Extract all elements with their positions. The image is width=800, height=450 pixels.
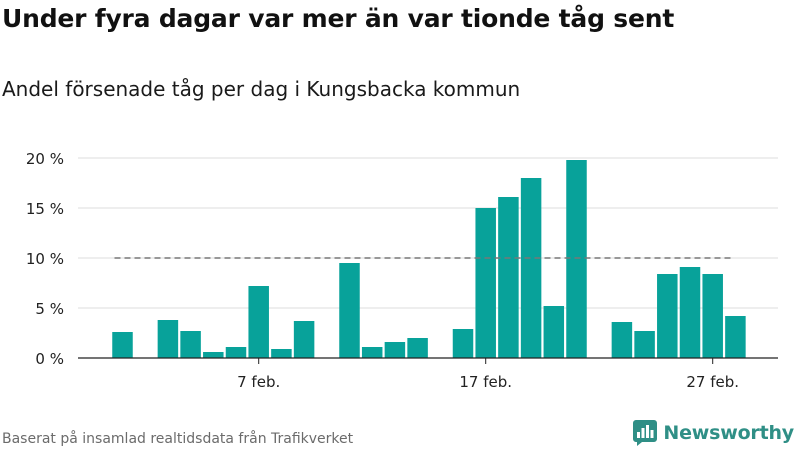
x-tick-label: 27 feb. [686,373,739,391]
bar [384,342,406,358]
source-note: Baserat på insamlad realtidsdata från Tr… [2,431,354,447]
bar [634,331,655,358]
bar [520,178,542,358]
bar [407,338,428,358]
bar [112,332,133,358]
bar [203,352,224,358]
bar [361,347,383,358]
bar [725,316,746,358]
y-tick-label: 5 % [35,300,64,318]
bar-chart: 0 % 5 % 10 % 15 % 20 % 7 feb. 17 feb. 27 feb. [26,150,778,391]
bar [679,267,701,358]
x-tick-label: 17 feb. [459,373,512,391]
bars [112,160,746,358]
y-tick-label: 0 % [35,350,64,368]
bar [657,274,678,358]
newsworthy-logo-icon [633,420,658,446]
brand-name: Newsworthy [663,422,794,444]
chart-subtitle: Andel försenade tåg per dag i Kungsbacka… [2,77,521,101]
chart-title: Under fyra dagar var mer än var tionde t… [2,4,675,33]
bar [225,347,247,358]
axes: 0 % 5 % 10 % 15 % 20 % 7 feb. 17 feb. 27 feb. [26,150,778,391]
bar [339,263,360,358]
bar [702,274,723,358]
bar [271,349,292,358]
y-tick-label: 10 % [26,250,64,268]
bar [180,331,201,358]
bar [543,306,565,358]
bar [566,160,587,358]
x-tick-label: 7 feb. [237,373,280,391]
bar [452,329,474,358]
y-tick-label: 15 % [26,200,64,218]
newsworthy-brand: Newsworthy [633,420,794,446]
y-tick-label: 20 % [26,150,64,168]
bar [611,322,633,358]
bar [475,208,496,358]
bar [157,320,179,358]
bar [293,321,315,358]
bar [248,286,269,358]
bar [498,197,519,358]
